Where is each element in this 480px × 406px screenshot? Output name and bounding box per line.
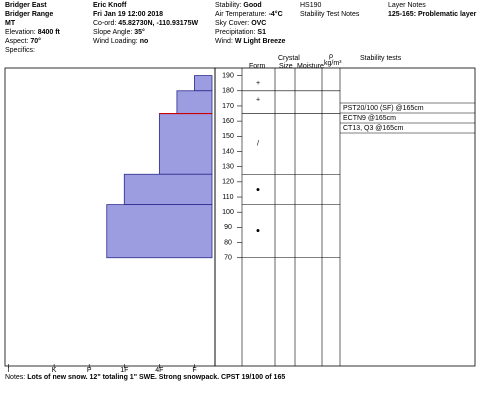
y-tick-label: 130: [222, 164, 234, 171]
field-value: -4°C: [269, 10, 283, 18]
field-label: Specifics:: [5, 47, 35, 54]
header-field: Wind: W Light Breeze: [215, 38, 286, 45]
header-field: Slope Angle: 35°: [93, 28, 145, 36]
column-header: Size: [279, 63, 293, 70]
x-tick-label: 1F: [120, 367, 128, 374]
stability-test: PST20/100 (SF) @165cm: [343, 105, 424, 112]
header-field: Stability Test Notes: [300, 11, 360, 18]
field-label: Precipitation:: [215, 29, 256, 36]
y-tick-label: 80: [224, 239, 232, 246]
header-field: Fri Jan 19 12:00 2018: [93, 11, 163, 18]
y-tick-label: 180: [222, 88, 234, 95]
field-value: Good: [243, 2, 261, 9]
field-label: Wind Loading:: [93, 38, 138, 45]
y-tick-label: 150: [222, 133, 234, 140]
grain-form: +: [256, 80, 260, 87]
field-label: Co-ord:: [93, 20, 116, 27]
header-field: Precipitation: S1: [215, 29, 266, 36]
column-header: Moisture: [297, 63, 324, 70]
header-field: Specifics:: [5, 47, 35, 54]
column-header: Form: [249, 63, 266, 70]
y-tick-label: 140: [222, 148, 234, 155]
header-field: Aspect: 70°: [5, 37, 41, 45]
header-field: HS190: [300, 2, 322, 9]
field-label: Stability:: [215, 2, 242, 9]
field-value: 35°: [134, 28, 145, 36]
grain-form: /: [257, 141, 259, 148]
field-value: Fri Jan 19 12:00 2018: [93, 11, 163, 18]
field-value: no: [140, 38, 149, 45]
x-tick-label: I: [8, 367, 10, 374]
x-tick-label: 4F: [155, 367, 163, 374]
hardness-bar: [176, 90, 213, 114]
header-field: 125-165: Problematic layer: [388, 11, 477, 18]
field-label: Air Temperature:: [215, 11, 267, 18]
x-tick-label: P: [87, 367, 92, 374]
header-field: Co-ord: 45.82730N, -110.93175W: [93, 20, 198, 27]
field-label: Sky Cover:: [215, 20, 249, 27]
header-field: Bridger East: [5, 2, 47, 9]
field-label: Aspect:: [5, 38, 28, 45]
header-field: MT: [5, 20, 16, 27]
y-tick-label: 100: [222, 209, 234, 216]
y-tick-label: 90: [224, 224, 232, 231]
field-value: OVC: [251, 20, 266, 27]
field-value: 70°: [30, 37, 41, 45]
y-tick-label: 160: [222, 118, 234, 125]
notes-value: Lots of new snow. 12" totaling 1" SWE. S…: [27, 374, 285, 381]
grain-form: ●: [256, 186, 260, 193]
field-value: 45.82730N, -110.93175W: [118, 20, 198, 27]
y-tick-label: 120: [222, 179, 234, 186]
header-field: Bridger Range: [5, 11, 53, 18]
hardness-bar: [106, 204, 213, 259]
field-value: Bridger Range: [5, 11, 53, 18]
grain-form: +: [256, 97, 260, 104]
header-field: Elevation: 8400 ft: [5, 29, 61, 36]
header-field: Layer Notes: [388, 2, 426, 9]
header-field: Air Temperature: -4°C: [215, 10, 283, 18]
header-field: Sky Cover: OVC: [215, 20, 266, 27]
field-label: Slope Angle:: [93, 29, 132, 36]
notes: Notes: Lots of new snow. 12" totaling 1"…: [5, 374, 285, 381]
notes-label: Notes:: [5, 374, 25, 381]
stability-test: CT13, Q3 @165cm: [343, 125, 404, 132]
field-label: Stability Test Notes: [300, 11, 360, 18]
field-value: W Light Breeze: [235, 38, 286, 45]
x-tick-label: F: [192, 367, 196, 374]
y-tick-label: 70: [224, 255, 232, 262]
field-value: 8400 ft: [38, 29, 61, 36]
stability-test: ECTN9 @165cm: [343, 115, 396, 122]
field-value: 125-165: Problematic layer: [388, 11, 477, 18]
field-value: Eric Knoff: [93, 2, 127, 9]
x-tick-label: K: [52, 367, 57, 374]
field-value: Bridger East: [5, 2, 47, 9]
hardness-bar: [158, 113, 213, 175]
field-label: HS190: [300, 2, 322, 9]
field-value: S1: [257, 29, 266, 36]
field-value: MT: [5, 20, 16, 27]
column-header: kg/m³: [324, 60, 342, 67]
hardness-bar: [194, 75, 213, 92]
y-tick-label: 190: [222, 72, 234, 79]
header-field: Stability: Good: [215, 2, 262, 9]
header-field: Wind Loading: no: [93, 38, 148, 45]
field-label: Layer Notes: [388, 2, 426, 9]
field-label: Elevation:: [5, 29, 36, 36]
columns-frame: [214, 67, 476, 367]
header-field: Eric Knoff: [93, 2, 127, 9]
y-tick-label: 170: [222, 103, 234, 110]
field-label: Wind:: [215, 38, 233, 45]
column-header: Stability tests: [360, 55, 402, 62]
column-header: Crystal: [278, 55, 300, 62]
y-tick-label: 110: [222, 194, 233, 201]
column-header: ρ: [329, 53, 333, 60]
hardness-bar: [123, 173, 213, 206]
grain-form: ●: [256, 227, 260, 234]
